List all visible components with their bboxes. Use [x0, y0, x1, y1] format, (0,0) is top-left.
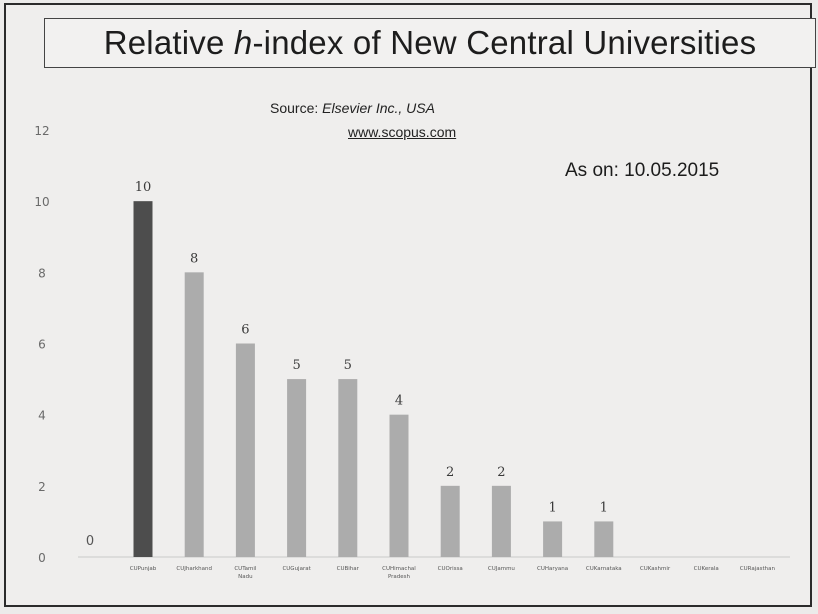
category-label: CUTamil: [234, 566, 257, 572]
bar: [133, 201, 153, 557]
title-suffix: -index of New Central Universities: [252, 24, 757, 61]
category-label: CUHimachal: [382, 566, 416, 572]
bar-value-label: 6: [241, 323, 249, 338]
category-label: CUKerala: [694, 566, 719, 572]
source-url: www.scopus.com: [348, 124, 457, 140]
bar: [543, 521, 563, 557]
bar-value-label: 4: [395, 394, 403, 409]
bar-value-label: 5: [344, 358, 352, 373]
bar: [440, 485, 460, 557]
category-label: CUBihar: [337, 566, 360, 572]
stray-zero-label: 0: [86, 534, 94, 549]
source-line: Source: Elsevier Inc., USA: [270, 100, 435, 116]
bar: [491, 485, 511, 557]
category-label: CUJammu: [488, 566, 515, 572]
bar: [235, 343, 255, 557]
bar: [184, 272, 204, 557]
y-tick-label: 2: [38, 480, 46, 494]
bar: [338, 379, 358, 557]
title-box: Relative h-index of New Central Universi…: [44, 18, 816, 68]
title-prefix: Relative: [103, 24, 234, 61]
category-label: CUKashmir: [640, 566, 671, 572]
category-label: CURajasthan: [740, 566, 776, 572]
as-on-date: As on: 10.05.2015: [565, 160, 720, 181]
bar: [389, 414, 409, 557]
bar-value-label: 2: [497, 465, 505, 480]
category-label: CUGujarat: [282, 566, 311, 572]
y-tick-label: 0: [38, 551, 46, 565]
y-tick-label: 4: [38, 409, 46, 423]
y-tick-label: 12: [34, 124, 49, 138]
bar: [287, 379, 307, 557]
category-label: CUPunjab: [130, 566, 157, 572]
y-tick-label: 8: [38, 266, 46, 280]
bar-value-label: 1: [548, 500, 556, 515]
category-label: CUJharkhand: [176, 566, 212, 572]
title-italic-h: h: [233, 24, 253, 61]
category-label: CUHaryana: [537, 566, 568, 572]
bar: [594, 521, 614, 557]
y-tick-label: 10: [34, 195, 49, 209]
chart-title: Relative h-index of New Central Universi…: [104, 24, 757, 62]
category-label: CUKarnataka: [586, 566, 622, 572]
category-label: Pradesh: [388, 574, 411, 580]
source-label: Source:: [270, 100, 323, 116]
bar-value-label: 10: [135, 180, 152, 195]
y-tick-label: 6: [38, 338, 46, 352]
category-label: Nadu: [238, 574, 252, 580]
bar-value-label: 5: [292, 358, 300, 373]
bar-value-label: 8: [190, 251, 198, 266]
bar-value-label: 2: [446, 465, 454, 480]
category-label: CUOrissa: [438, 566, 463, 572]
bar-value-label: 1: [600, 500, 608, 515]
source-value: Elsevier Inc., USA: [322, 100, 435, 116]
